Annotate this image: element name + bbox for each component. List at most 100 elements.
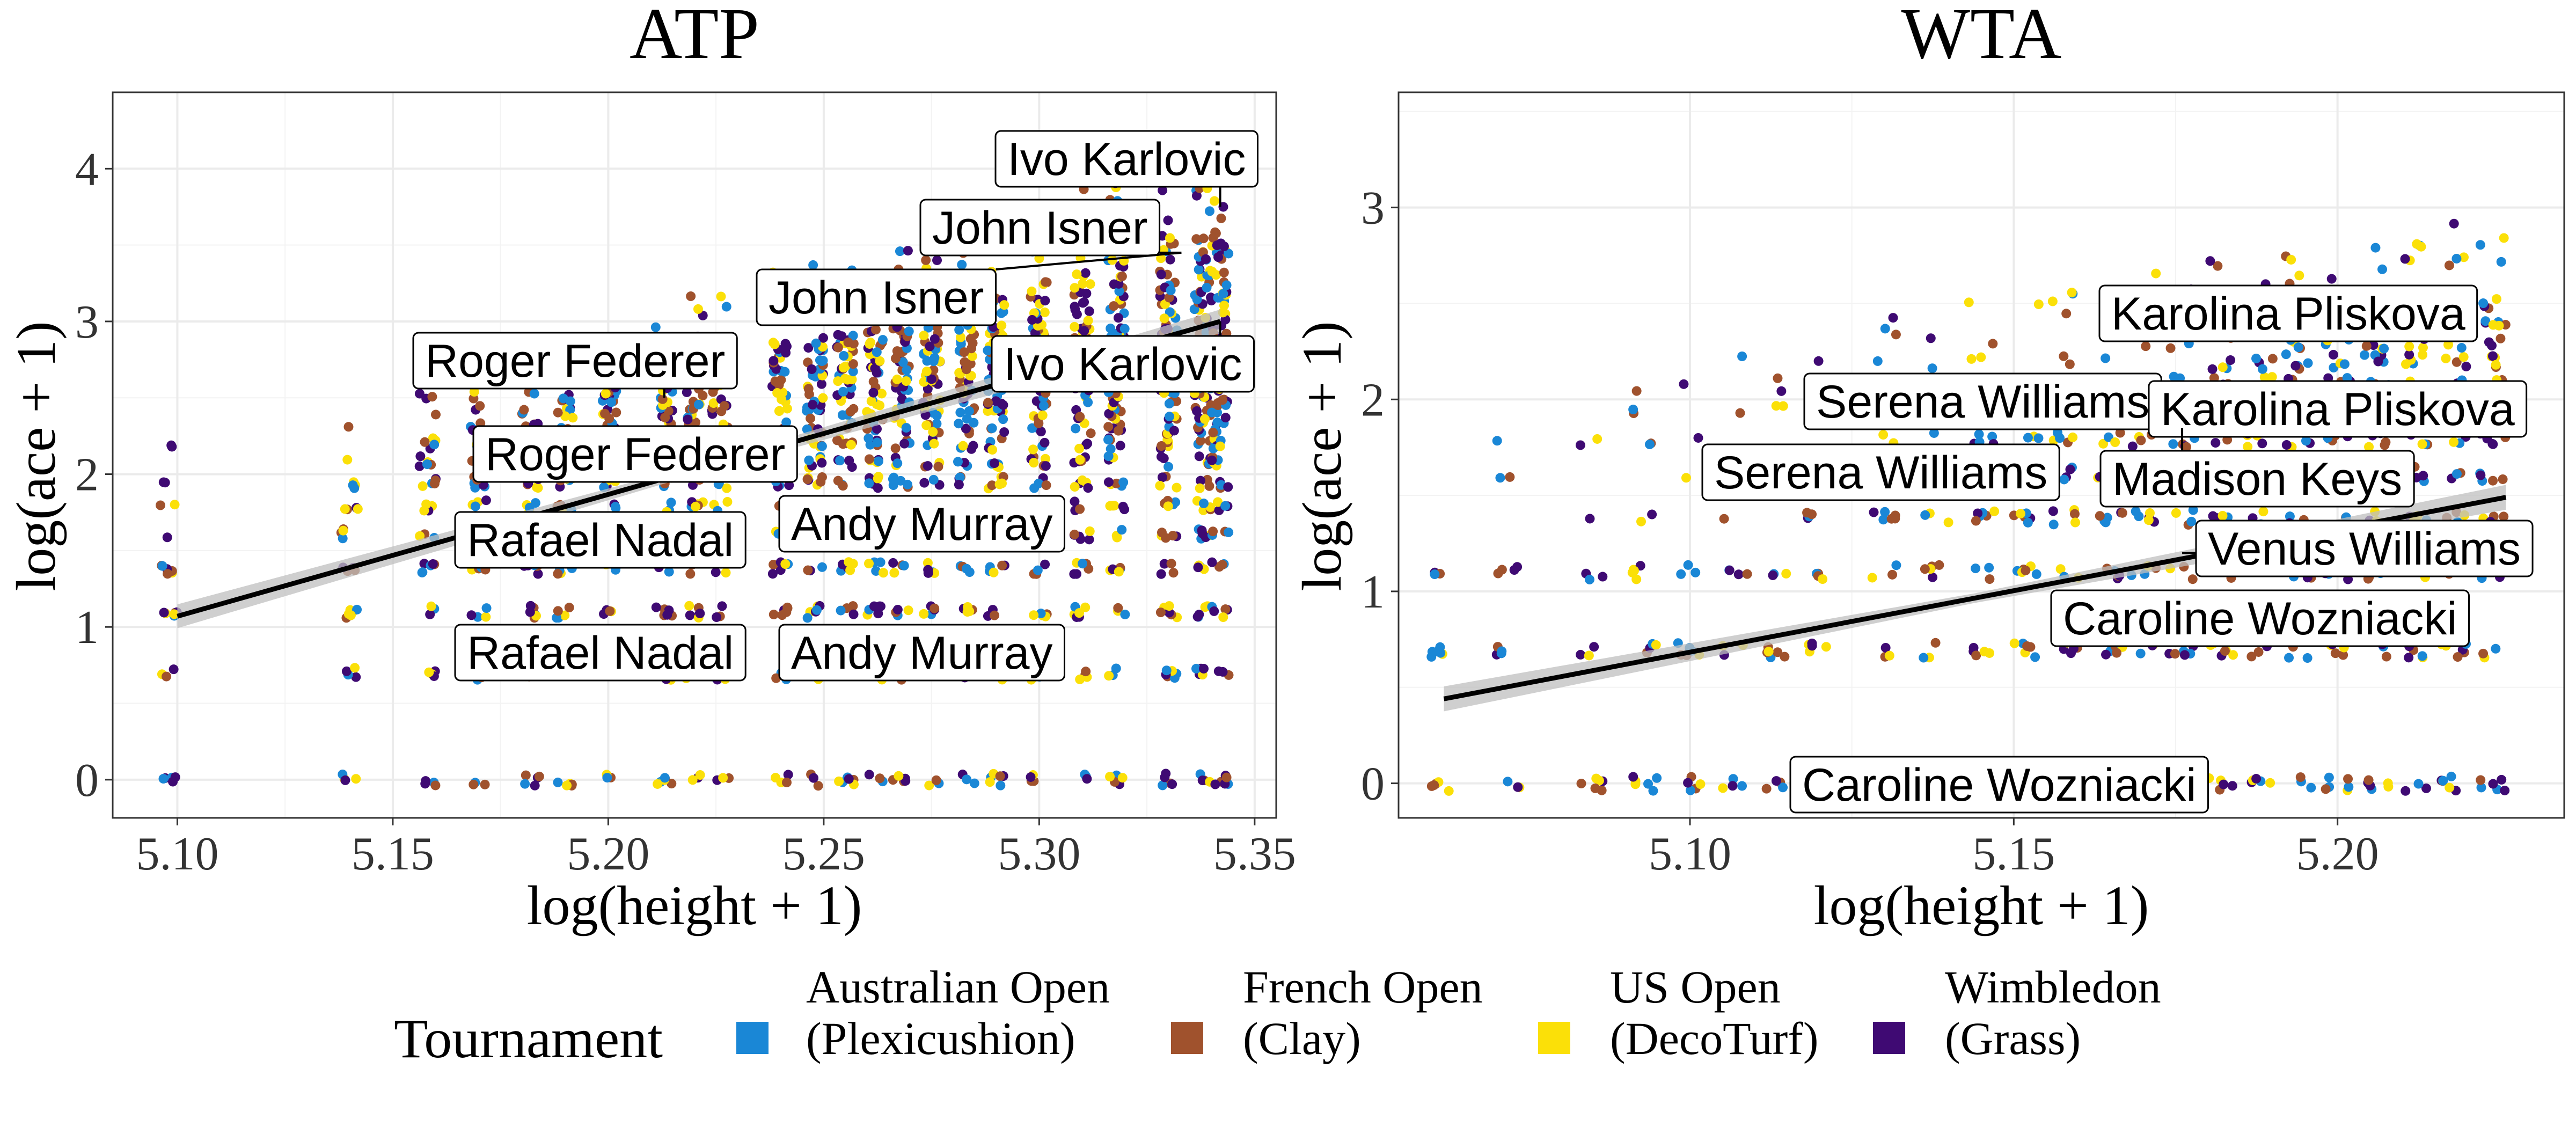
data-point bbox=[690, 417, 700, 427]
data-point bbox=[1776, 386, 1787, 396]
data-point bbox=[2441, 353, 2451, 363]
y-tick-label: 1 bbox=[1361, 566, 1385, 618]
data-point bbox=[1676, 569, 1686, 579]
data-point bbox=[530, 780, 540, 791]
data-point bbox=[553, 407, 563, 418]
data-point bbox=[1029, 458, 1039, 468]
data-point bbox=[1217, 560, 1227, 570]
data-point bbox=[1919, 653, 1929, 663]
data-point bbox=[802, 613, 813, 623]
legend-key-us-open bbox=[1538, 1022, 1570, 1054]
x-tick-label: 5.20 bbox=[2296, 828, 2379, 880]
data-point bbox=[695, 609, 705, 619]
data-point bbox=[1210, 779, 1220, 789]
data-point bbox=[1718, 783, 1728, 793]
data-point bbox=[955, 472, 965, 482]
data-point bbox=[873, 609, 883, 619]
data-point bbox=[838, 481, 848, 491]
data-point bbox=[967, 444, 977, 454]
data-point bbox=[875, 557, 885, 567]
data-point bbox=[808, 400, 818, 410]
data-point bbox=[890, 443, 901, 453]
data-point bbox=[1111, 663, 1121, 674]
data-point bbox=[351, 774, 361, 784]
data-point bbox=[781, 341, 792, 352]
data-point bbox=[2370, 243, 2381, 253]
data-point bbox=[1628, 405, 1638, 415]
data-point bbox=[1444, 786, 1454, 796]
data-point bbox=[919, 478, 930, 488]
legend-key-wimbledon bbox=[1873, 1022, 1905, 1054]
data-point bbox=[921, 255, 931, 265]
x-tick-label: 5.10 bbox=[136, 828, 218, 880]
data-point bbox=[1070, 321, 1080, 332]
data-point bbox=[1884, 650, 1894, 661]
data-point bbox=[1161, 769, 1171, 779]
data-point bbox=[2258, 507, 2268, 517]
data-point bbox=[682, 387, 692, 397]
data-point bbox=[921, 420, 932, 430]
data-point bbox=[932, 411, 942, 421]
data-point bbox=[650, 322, 661, 332]
data-point bbox=[933, 462, 943, 472]
data-point bbox=[873, 456, 883, 466]
data-point bbox=[718, 773, 728, 783]
data-point bbox=[1584, 650, 1594, 661]
legend-key-australian-open bbox=[736, 1022, 769, 1054]
data-point bbox=[429, 440, 440, 450]
data-point bbox=[844, 557, 854, 567]
data-point bbox=[875, 400, 885, 411]
data-point bbox=[1209, 606, 1219, 616]
panel-title: WTA bbox=[1901, 0, 2062, 74]
data-point bbox=[1164, 601, 1174, 611]
data-point bbox=[691, 501, 701, 511]
x-tick-label: 5.10 bbox=[1649, 828, 1731, 880]
data-point bbox=[1985, 574, 1995, 584]
data-point bbox=[1074, 608, 1084, 618]
data-point bbox=[601, 389, 611, 399]
legend-label-line2: (Grass) bbox=[1945, 1013, 2081, 1064]
data-point bbox=[2491, 360, 2501, 370]
data-point bbox=[2065, 359, 2075, 369]
player-label-text: Andy Murray bbox=[791, 627, 1053, 679]
data-point bbox=[2476, 470, 2486, 480]
data-point bbox=[1070, 529, 1080, 539]
data-point bbox=[1070, 283, 1080, 293]
data-point bbox=[564, 603, 574, 613]
data-point bbox=[1070, 482, 1080, 492]
data-point bbox=[2491, 294, 2501, 304]
data-point bbox=[340, 775, 350, 785]
player-label: Karolina Pliskova bbox=[2148, 380, 2528, 438]
data-point bbox=[923, 558, 933, 568]
data-point bbox=[888, 474, 898, 484]
data-point bbox=[606, 397, 617, 407]
data-point bbox=[888, 558, 898, 568]
data-point bbox=[1683, 560, 1693, 570]
data-point bbox=[866, 338, 876, 348]
data-point bbox=[954, 419, 964, 429]
data-point bbox=[1735, 408, 1745, 418]
data-point bbox=[1157, 472, 1167, 482]
data-point bbox=[838, 386, 848, 397]
data-point bbox=[685, 569, 696, 579]
data-point bbox=[818, 393, 828, 403]
data-point bbox=[2451, 253, 2462, 264]
data-point bbox=[929, 438, 939, 449]
data-point bbox=[553, 606, 563, 616]
player-label: Venus Williams bbox=[2182, 519, 2534, 577]
data-point bbox=[338, 525, 348, 536]
data-point bbox=[1113, 313, 1123, 323]
data-point bbox=[2068, 432, 2078, 442]
data-point bbox=[780, 559, 791, 569]
data-point bbox=[774, 406, 784, 416]
data-point bbox=[716, 291, 726, 302]
y-axis-ticks: 0 1 2 3 bbox=[1361, 182, 1399, 810]
data-point bbox=[1652, 773, 1662, 783]
x-axis-ticks: 5.10 5.15 5.20 bbox=[1649, 818, 2379, 880]
data-point bbox=[481, 603, 492, 613]
data-point bbox=[875, 601, 885, 611]
data-point bbox=[2205, 256, 2215, 266]
data-point bbox=[2135, 648, 2146, 658]
data-point bbox=[961, 364, 971, 375]
data-point bbox=[1117, 525, 1127, 535]
